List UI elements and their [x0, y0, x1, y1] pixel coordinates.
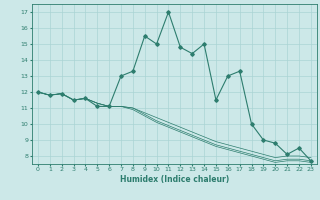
X-axis label: Humidex (Indice chaleur): Humidex (Indice chaleur): [120, 175, 229, 184]
